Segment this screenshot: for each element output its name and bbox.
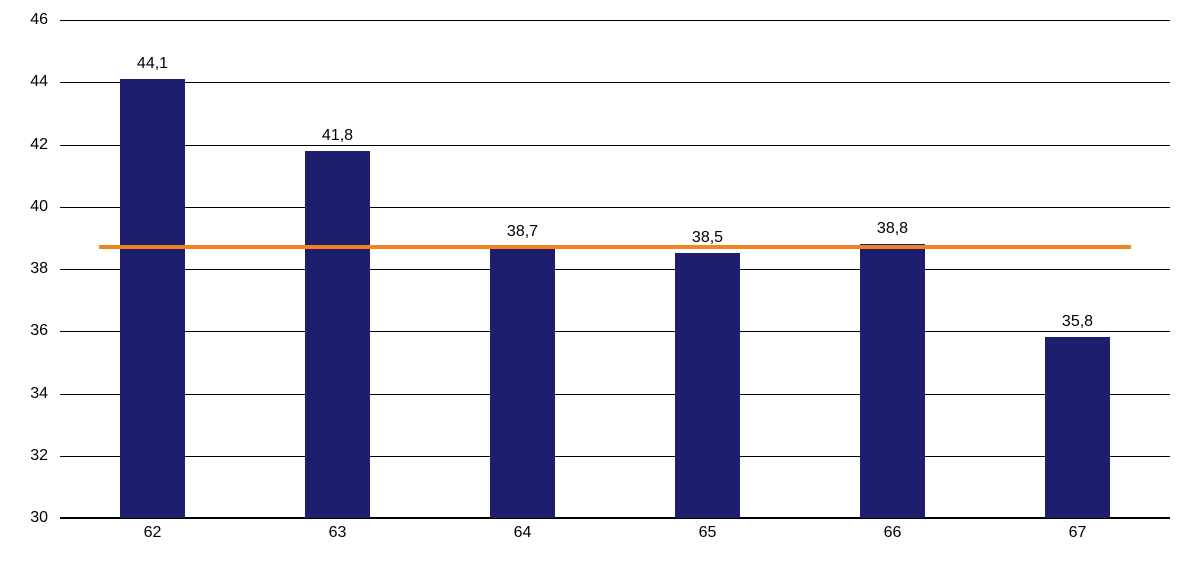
y-tick-label: 30 <box>0 509 48 527</box>
gridline <box>60 82 1170 83</box>
reference-line <box>99 245 1131 249</box>
x-tick-label: 67 <box>1069 524 1087 542</box>
bar <box>1045 337 1110 518</box>
bar <box>675 253 740 518</box>
bar-value-label: 44,1 <box>137 55 168 73</box>
gridline <box>60 269 1170 270</box>
gridline <box>60 145 1170 146</box>
gridline <box>60 207 1170 208</box>
gridline <box>60 331 1170 332</box>
x-tick-label: 62 <box>144 524 162 542</box>
bar-value-label: 41,8 <box>322 127 353 145</box>
gridline <box>60 20 1170 21</box>
y-tick-label: 32 <box>0 447 48 465</box>
gridline <box>60 394 1170 395</box>
bar-chart: 30 32 34 36 38 40 42 44 46 44,1 62 41,8 63 38,7 64 38,5… <box>0 0 1198 568</box>
bar <box>490 247 555 518</box>
x-tick-label: 64 <box>514 524 532 542</box>
y-tick-label: 36 <box>0 322 48 340</box>
y-tick-label: 44 <box>0 73 48 91</box>
gridline <box>60 456 1170 457</box>
bar <box>860 244 925 518</box>
y-tick-label: 42 <box>0 136 48 154</box>
x-tick-label: 63 <box>329 524 347 542</box>
gridline <box>60 518 1170 519</box>
bar-value-label: 38,7 <box>507 223 538 241</box>
bar <box>305 151 370 518</box>
bar-value-label: 38,8 <box>877 220 908 238</box>
x-axis <box>60 517 1170 518</box>
bar-value-label: 35,8 <box>1062 313 1093 331</box>
x-tick-label: 65 <box>699 524 717 542</box>
plot-area <box>60 20 1170 518</box>
y-tick-label: 40 <box>0 198 48 216</box>
y-tick-label: 34 <box>0 385 48 403</box>
x-tick-label: 66 <box>884 524 902 542</box>
y-tick-label: 38 <box>0 260 48 278</box>
bar-value-label: 38,5 <box>692 229 723 247</box>
bar <box>120 79 185 518</box>
y-tick-label: 46 <box>0 11 48 29</box>
